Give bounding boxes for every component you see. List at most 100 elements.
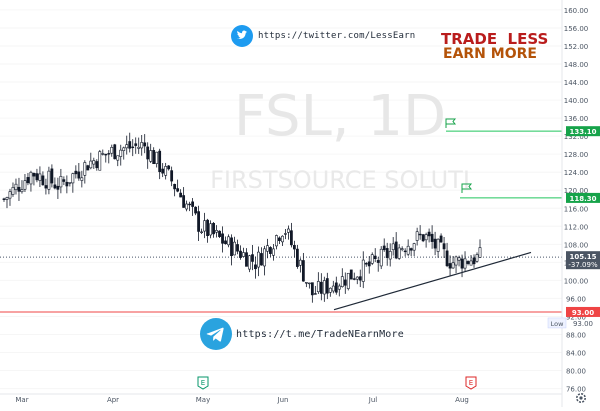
candle-body bbox=[287, 228, 290, 233]
candle-body bbox=[304, 282, 308, 284]
telegram-plane-icon bbox=[200, 318, 232, 350]
earnings-label: E bbox=[201, 379, 205, 387]
twitter-link[interactable]: https://twitter.com/LessEarn bbox=[231, 25, 415, 47]
candle-body bbox=[463, 258, 467, 269]
candle-body bbox=[251, 254, 254, 262]
candle-body bbox=[257, 251, 260, 268]
candle-body bbox=[391, 243, 395, 250]
y-tick-label: 116.00 bbox=[564, 205, 589, 213]
candle-body bbox=[272, 248, 275, 256]
price-tag-target-2-bg bbox=[566, 192, 600, 203]
candle-body bbox=[424, 234, 428, 241]
price-tag-target-1-bg bbox=[566, 126, 600, 137]
gear-icon[interactable] bbox=[576, 393, 586, 403]
candle-body bbox=[152, 150, 156, 165]
candle-body bbox=[155, 151, 159, 164]
x-tick-label: Jul bbox=[368, 396, 378, 404]
telegram-url[interactable]: https://t.me/TradeNEarnMore bbox=[236, 328, 404, 340]
brand-line-2: EARN MORE bbox=[443, 46, 537, 62]
candle-body bbox=[478, 247, 482, 258]
candle-body bbox=[197, 211, 200, 232]
candle-body bbox=[98, 151, 102, 171]
y-tick-label: 144.00 bbox=[564, 79, 589, 87]
y-tick-label: 100.00 bbox=[564, 277, 589, 285]
candle-body bbox=[104, 153, 108, 156]
candle-body bbox=[158, 150, 162, 173]
candle-body bbox=[122, 147, 126, 151]
candle-body bbox=[278, 237, 281, 241]
earnings-badge bbox=[465, 376, 477, 390]
candle-body bbox=[149, 150, 153, 162]
candle-body bbox=[50, 168, 54, 184]
candle-body bbox=[322, 280, 326, 295]
candle-body bbox=[101, 153, 105, 155]
y-tick-label: 96.00 bbox=[566, 295, 586, 303]
candle-body bbox=[233, 241, 236, 256]
twitter-bird-icon bbox=[231, 25, 253, 47]
candle-body bbox=[110, 147, 114, 154]
gear-hub bbox=[579, 396, 583, 400]
candle-body bbox=[14, 183, 18, 190]
candle-body bbox=[245, 252, 248, 267]
candle-body bbox=[430, 233, 434, 242]
candle-body bbox=[194, 206, 197, 214]
price-tag-current: 105.15 bbox=[569, 253, 596, 261]
x-tick-label: Jun bbox=[277, 396, 289, 404]
telegram-link[interactable]: https://t.me/TradeNEarnMore bbox=[200, 318, 404, 350]
y-tick-label: 84.00 bbox=[566, 350, 586, 358]
candle-body bbox=[95, 161, 99, 169]
candle-body bbox=[176, 188, 180, 192]
candle-body bbox=[53, 184, 57, 189]
candle-body bbox=[475, 254, 479, 262]
candle-body bbox=[328, 287, 332, 293]
candle-body bbox=[44, 185, 48, 189]
candle-body bbox=[137, 146, 141, 149]
candle-body bbox=[349, 269, 353, 280]
candle-body bbox=[239, 250, 242, 258]
candle-body bbox=[119, 149, 123, 157]
y-tick-label: 160.00 bbox=[564, 7, 589, 15]
candle-body bbox=[289, 230, 293, 246]
candle-body bbox=[415, 231, 419, 241]
candle-body bbox=[358, 276, 362, 281]
candle-body bbox=[334, 282, 338, 293]
candle-body bbox=[373, 255, 377, 259]
candle-body bbox=[457, 257, 461, 261]
earnings-icon[interactable]: E bbox=[465, 376, 477, 390]
price-tag-stop: 93.00 bbox=[572, 309, 594, 317]
candle-body bbox=[47, 170, 51, 190]
candle-body bbox=[188, 203, 192, 206]
candle-body bbox=[454, 256, 458, 266]
candle-body bbox=[221, 233, 224, 244]
candle-body bbox=[113, 144, 117, 160]
candle-body bbox=[92, 160, 96, 165]
candle-body bbox=[2, 198, 6, 200]
candle-body bbox=[230, 237, 233, 257]
candle-body bbox=[403, 250, 407, 253]
target-flag-icon bbox=[445, 118, 457, 128]
candle-body bbox=[242, 252, 245, 257]
y-tick-label: 76.00 bbox=[566, 386, 586, 394]
candle-body bbox=[307, 282, 311, 285]
candle-body bbox=[89, 160, 93, 169]
candle-body bbox=[218, 230, 221, 237]
candle-body bbox=[388, 251, 392, 260]
candle-body bbox=[200, 231, 203, 233]
earnings-label: E bbox=[469, 379, 473, 387]
y-tick-label: 80.00 bbox=[566, 368, 586, 376]
earnings-icon[interactable]: E bbox=[197, 376, 209, 390]
candle-body bbox=[448, 263, 452, 269]
candle-body bbox=[352, 278, 356, 280]
candle-body bbox=[370, 254, 374, 264]
candle-body bbox=[227, 236, 230, 246]
candle-body bbox=[263, 248, 266, 267]
candle-body bbox=[86, 165, 90, 171]
candle-body bbox=[427, 231, 431, 237]
candle-body bbox=[281, 235, 284, 243]
candle-body bbox=[379, 248, 383, 267]
candle-body bbox=[161, 168, 165, 174]
twitter-url[interactable]: https://twitter.com/LessEarn bbox=[258, 31, 416, 41]
y-tick-label: 120.00 bbox=[564, 187, 589, 195]
